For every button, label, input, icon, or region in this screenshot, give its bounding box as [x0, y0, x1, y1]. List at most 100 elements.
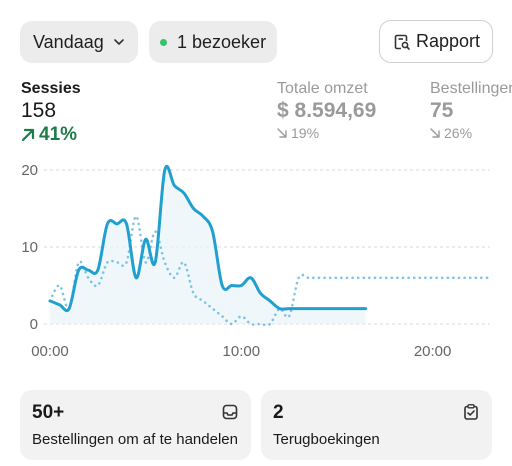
comparison-series-point	[383, 276, 387, 280]
metric-value: $ 8.594,69	[277, 99, 377, 122]
comparison-series-point	[115, 260, 119, 264]
x-tick-label: 00:00	[31, 343, 69, 360]
comparison-series-point	[459, 276, 463, 280]
current-series-point	[258, 291, 262, 295]
metric-label: Sessies	[21, 80, 81, 97]
metric-change: 26%	[430, 123, 512, 143]
comparison-series-point	[488, 276, 492, 280]
current-series-point	[345, 307, 349, 311]
comparison-series-line	[48, 214, 492, 327]
comparison-series-point	[211, 307, 215, 311]
metric-sessions[interactable]: Sessies 158 41%	[21, 79, 81, 147]
metric-change-value: 41%	[39, 124, 78, 145]
current-series-line	[48, 164, 368, 313]
arrow-down-right-icon	[277, 128, 287, 138]
current-series-point	[191, 207, 195, 211]
metric-value: 158	[21, 99, 57, 122]
comparison-series-point	[67, 307, 71, 311]
comparison-series-point	[201, 299, 205, 303]
comparison-series-point	[278, 307, 282, 311]
comparison-series-point	[86, 276, 90, 280]
metric-orders[interactable]: Bestellingen 75 26%	[430, 79, 512, 143]
comparison-series-point	[268, 322, 272, 326]
comparison-series-point	[364, 276, 368, 280]
comparison-series-point	[58, 284, 62, 288]
current-series-point	[220, 284, 224, 288]
sessions-line-chart[interactable]: 0 10 20 00:00 10:00 20:00	[0, 155, 512, 370]
date-range-label: Vandaag	[33, 31, 104, 52]
current-series-point	[325, 307, 329, 311]
metric-change: 19%	[277, 123, 376, 143]
orders-to-fulfill-card[interactable]: 50+ Bestellingen om af te handelen	[20, 390, 251, 460]
metric-change-value: 26%	[444, 125, 473, 141]
current-series-point	[316, 307, 320, 311]
comparison-series-point	[354, 276, 358, 280]
current-series-point	[230, 284, 234, 288]
comparison-series-point	[306, 276, 310, 280]
comparison-series-point	[249, 322, 253, 326]
comparison-series-point	[144, 260, 148, 264]
comparison-series-point	[297, 276, 301, 280]
metric-change-value: 19%	[291, 125, 320, 141]
report-label: Rapport	[416, 31, 481, 51]
comparison-series-point	[105, 260, 109, 264]
comparison-series-point	[469, 276, 473, 280]
report-search-icon	[394, 34, 410, 50]
inbox-icon	[222, 404, 238, 420]
arrow-up-right-icon	[21, 128, 35, 142]
current-series-point	[86, 268, 90, 272]
solid-series-area	[50, 166, 366, 324]
current-series-point	[335, 307, 339, 311]
comparison-series-point	[239, 314, 243, 318]
comparison-series-point	[172, 276, 176, 280]
current-series-point	[96, 268, 100, 272]
live-visitors-label: 1 bezoeker	[177, 31, 267, 52]
comparison-series-point	[220, 314, 224, 318]
comparison-series-point	[182, 260, 186, 264]
comparison-series-point	[125, 260, 129, 264]
comparison-series-point	[411, 276, 415, 280]
current-series-point	[134, 276, 138, 280]
current-series-point	[364, 307, 368, 311]
metric-value: 75	[430, 99, 454, 122]
current-series-point	[125, 222, 129, 226]
current-series-point	[268, 299, 272, 303]
comparison-series-point	[134, 214, 138, 218]
comparison-series-point	[163, 260, 167, 264]
comparison-series-point	[440, 276, 444, 280]
card-label: Bestellingen om af te handelen	[32, 431, 238, 448]
metric-total-revenue[interactable]: Totale omzet $ 8.594,69 19%	[277, 79, 376, 143]
comparison-series-point	[191, 291, 195, 295]
x-tick-label: 20:00	[414, 343, 452, 360]
comparison-series-point	[153, 230, 157, 234]
comparison-series-point	[77, 260, 81, 264]
current-series-point	[249, 276, 253, 280]
comparison-series-point	[431, 276, 435, 280]
card-label: Terugboekingen	[273, 431, 380, 448]
live-visitors-button[interactable]: 1 bezoeker	[149, 21, 277, 63]
current-series-point	[163, 168, 167, 172]
arrow-down-right-icon	[430, 128, 440, 138]
metric-label: Totale omzet	[277, 80, 368, 97]
current-series-point	[297, 307, 301, 311]
current-series-point	[153, 260, 157, 264]
comparison-series-point	[421, 276, 425, 280]
comparison-series-point	[325, 276, 329, 280]
comparison-series-point	[335, 276, 339, 280]
comparison-series-point	[478, 276, 482, 280]
current-series-point	[58, 303, 62, 307]
y-tick-label: 10	[21, 239, 38, 256]
chevron-down-icon	[113, 39, 124, 45]
report-button[interactable]: Rapport	[379, 20, 493, 63]
current-series-point	[287, 307, 291, 311]
comparison-series-point	[96, 284, 100, 288]
y-tick-label: 0	[30, 316, 38, 333]
chargebacks-card[interactable]: 2 Terugboekingen	[261, 390, 492, 460]
x-tick-label: 10:00	[223, 343, 261, 360]
comparison-series-point	[392, 276, 396, 280]
comparison-series-point	[316, 276, 320, 280]
card-value: 2	[273, 402, 284, 423]
metric-change: 41%	[21, 123, 81, 147]
date-range-button[interactable]: Vandaag	[20, 21, 138, 63]
current-series-point	[182, 191, 186, 195]
